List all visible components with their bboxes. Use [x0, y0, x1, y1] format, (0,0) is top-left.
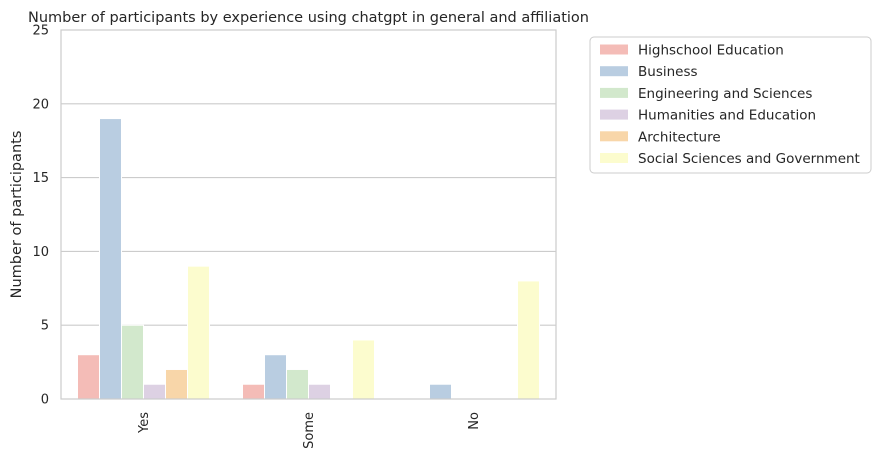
bar [352, 339, 375, 400]
legend-entry-label: Highschool Education [638, 43, 784, 59]
y-tick-label: 25 [32, 24, 49, 39]
x-tick-label: Yes [137, 412, 152, 434]
bars [77, 118, 540, 400]
legend-entry-label: Engineering and Sciences [638, 86, 812, 102]
legend-entry-label: Business [638, 64, 698, 80]
bar [308, 383, 331, 400]
legend-frame [589, 36, 872, 174]
bar [143, 383, 166, 400]
bar [165, 368, 188, 400]
bar [429, 383, 452, 400]
y-tick-label: 0 [41, 393, 49, 408]
x-axis-ticks: Yes Some No [137, 412, 482, 449]
plot-frame [60, 29, 557, 400]
bar [242, 383, 265, 400]
bar [517, 280, 540, 400]
x-tick-label: No [467, 412, 482, 430]
legend-entry-label: Humanities and Education [638, 108, 816, 124]
legend-swatch [600, 153, 628, 163]
x-tick-label: Some [302, 412, 317, 449]
bar [77, 354, 100, 400]
legend-swatch [600, 109, 628, 120]
legend-swatch [600, 44, 628, 55]
legend-swatch [600, 87, 628, 98]
y-axis-label: Number of participants [9, 131, 25, 299]
legend-swatch [600, 66, 628, 77]
legend: Highschool Education Business Engineering … [589, 36, 872, 174]
bar [187, 265, 210, 400]
bar [121, 324, 144, 400]
legend-entry-label: Architecture [638, 129, 721, 145]
chart-title: Number of participants by experience usi… [28, 10, 589, 26]
bar [99, 118, 122, 400]
y-tick-label: 5 [41, 319, 49, 334]
bar [264, 354, 287, 400]
legend-entry-label: Social Sciences and Government [638, 151, 860, 167]
bar [286, 368, 309, 400]
legend-swatch [600, 131, 628, 142]
y-tick-label: 10 [32, 245, 49, 260]
y-axis-ticks: 0 5 10 15 20 25 [32, 24, 49, 408]
y-tick-label: 15 [32, 171, 49, 186]
y-tick-label: 20 [32, 97, 49, 112]
